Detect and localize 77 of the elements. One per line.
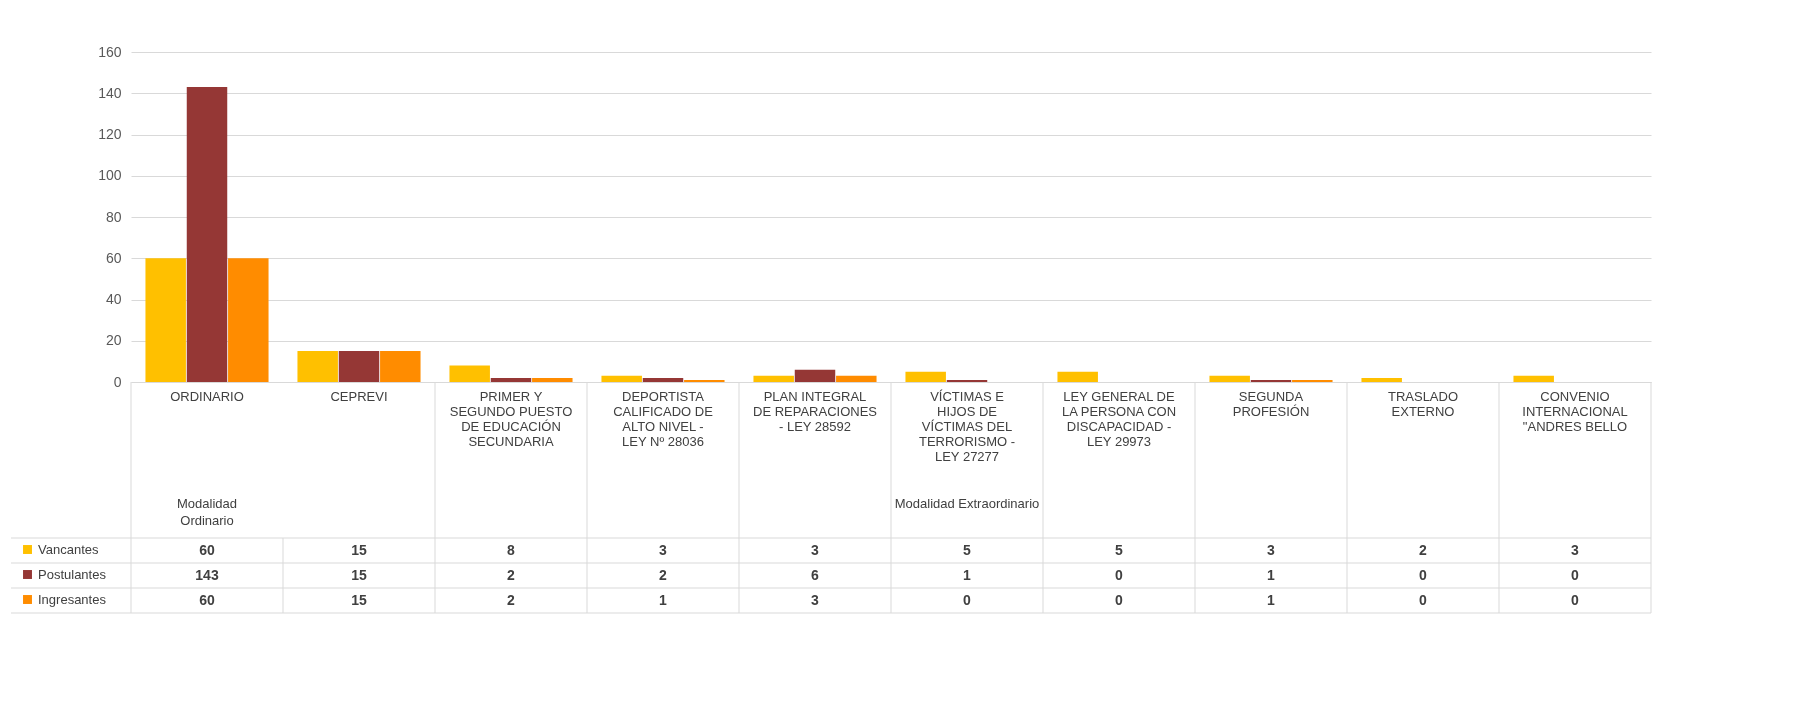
bar	[684, 379, 725, 382]
data-label: 2	[659, 566, 668, 583]
bar	[490, 377, 532, 382]
data-label: 0	[1419, 566, 1428, 583]
x-tick-label: CONVENIO INTERNACIONAL "ANDRES BELLO	[1522, 388, 1628, 434]
x-tick-label: TRASLADO EXTERNO	[1387, 388, 1459, 419]
data-label: 0	[1115, 591, 1124, 608]
y-tick-label: 60	[105, 249, 122, 266]
text: Modalidad Extraordinario	[894, 496, 1040, 511]
data-label: 1	[1267, 566, 1276, 583]
x-tick-label: PLAN INTEGRAL DE REPARACIONES - LEY 28592	[752, 388, 878, 434]
data-label: 15	[351, 541, 367, 558]
y-tick-label: 140	[98, 84, 122, 101]
x-tick-label: LEY GENERAL DE LA PERSONA CON DISCAPACIDAD - LEY 29973	[1061, 388, 1177, 449]
y-tick-label: 40	[105, 291, 122, 307]
bar	[1513, 375, 1554, 382]
bar	[380, 351, 421, 382]
data-label: 60	[199, 541, 215, 558]
data-label: 0	[1571, 591, 1580, 608]
legend-label: Postulantes	[38, 566, 107, 582]
text: Modalidad Ordinario	[177, 496, 237, 528]
data-label: 60	[199, 591, 215, 608]
data-label: 15	[351, 566, 367, 583]
bar	[186, 87, 228, 382]
data-label: 6	[811, 566, 820, 583]
data-label: 1	[1267, 591, 1276, 608]
bar	[532, 377, 573, 382]
y-tick-label: 160	[98, 43, 122, 60]
bar	[297, 351, 338, 382]
y-tick-label: 100	[98, 167, 122, 184]
legend-label: Vancantes	[38, 541, 99, 557]
bar	[836, 375, 877, 382]
data-label: 3	[811, 541, 820, 558]
data-label: 3	[1571, 541, 1580, 558]
bar	[905, 371, 946, 382]
data-label: 1	[963, 566, 972, 583]
x-tick-label: ORDINARIO	[170, 388, 244, 404]
x-tick-label: CEPREVI	[330, 388, 388, 404]
data-label: 2	[507, 591, 516, 608]
data-label: 5	[963, 541, 972, 558]
y-tick-label: 20	[105, 332, 122, 349]
bar	[145, 258, 186, 382]
bar	[338, 351, 380, 382]
data-label: 2	[1419, 541, 1428, 558]
x-tick-label: VÍCTIMAS E HIJOS DE VÍCTIMAS DEL TERRORISMO - LEY 27277	[918, 388, 1016, 464]
bar	[1209, 375, 1250, 382]
bar	[1250, 379, 1292, 382]
bar	[1057, 371, 1098, 382]
data-label: 5	[1115, 541, 1124, 558]
data-label: 1	[659, 591, 668, 608]
y-tick-label: 120	[98, 126, 122, 142]
bar	[449, 365, 490, 382]
bar	[794, 369, 836, 382]
data-label: 2	[507, 566, 516, 583]
data-label: 3	[1267, 541, 1276, 558]
bar	[601, 375, 642, 382]
data-label: 3	[659, 541, 668, 558]
data-label: 143	[195, 566, 219, 583]
bar	[228, 258, 269, 382]
y-tick-label: 80	[105, 208, 122, 225]
data-label: 0	[1115, 566, 1124, 583]
data-label: 0	[963, 591, 972, 608]
bar	[1292, 379, 1333, 382]
y-tick-label: 0	[113, 373, 122, 390]
bar	[753, 375, 794, 382]
x-tick-label: SEGUNDA PROFESIÓN	[1232, 388, 1310, 419]
data-label: 0	[1419, 591, 1428, 608]
bar	[642, 377, 684, 382]
bar	[946, 379, 988, 382]
data-label: 3	[811, 591, 820, 608]
x-tick-label: DEPORTISTA CALIFICADO DE ALTO NIVEL - LEY Nº 28036	[613, 388, 714, 449]
legend-label: Ingresantes	[38, 591, 107, 607]
bar	[1361, 377, 1402, 382]
data-label: 8	[507, 541, 516, 558]
data-label: 0	[1571, 566, 1580, 583]
x-tick-label: PRIMER Y SEGUNDO PUESTO DE EDUCACIÓN SECUNDARIA	[449, 388, 573, 449]
data-label: 15	[351, 591, 367, 608]
